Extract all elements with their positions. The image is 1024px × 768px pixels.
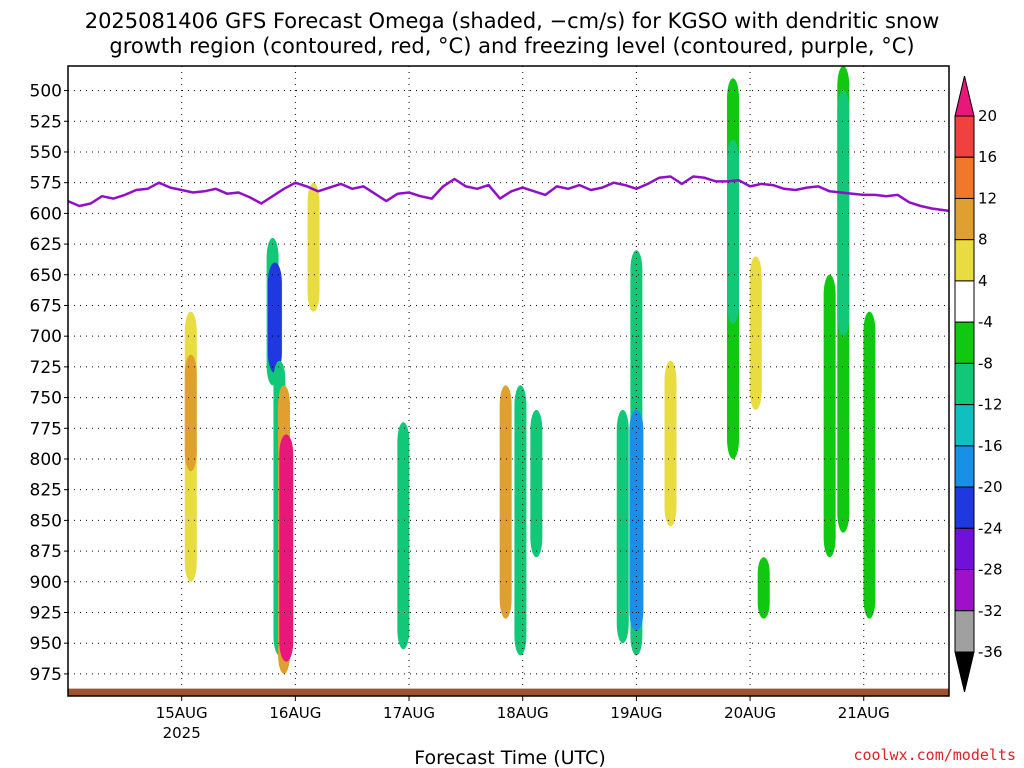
y-tick-label: 700 xyxy=(30,327,62,347)
colorbar-bin xyxy=(954,239,975,282)
y-tick-label: 750 xyxy=(30,389,62,409)
colorbar-tick-label: 16 xyxy=(978,148,997,166)
omega-region-14 xyxy=(629,409,644,631)
colorbar-bin xyxy=(954,280,975,323)
colorbar: 20 16 12 8 4 -4 -8 -12 -16 -20 -24 -28 -32 -36 xyxy=(954,75,1003,693)
colorbar-tick-label: -20 xyxy=(978,478,1003,496)
omega-region-9 xyxy=(499,385,512,619)
x-tick-sublabel: 2025 xyxy=(163,724,201,742)
x-tick-label: 17AUG xyxy=(383,704,435,722)
x-tick-label: 19AUG xyxy=(610,704,662,722)
plot-area xyxy=(67,65,950,697)
y-tick-label: 950 xyxy=(30,634,62,654)
freezing-level-line xyxy=(68,175,949,213)
omega-region-22 xyxy=(837,90,850,337)
colorbar-tick-label: -32 xyxy=(978,602,1003,620)
omega-region-20 xyxy=(823,274,836,558)
y-tick-label: 650 xyxy=(30,266,62,286)
title-line-1: 2025081406 GFS Forecast Omega (shaded, −… xyxy=(85,9,940,33)
y-tick-label: 925 xyxy=(30,603,62,623)
colorbar-tick-label: 20 xyxy=(978,107,997,125)
colorbar-bin xyxy=(954,197,975,241)
colorbar-tick-label: -8 xyxy=(978,354,993,372)
colorbar-tick-label: -4 xyxy=(978,313,993,331)
colorbar-tick-label: -28 xyxy=(978,561,1003,579)
y-tick-label: 675 xyxy=(30,296,62,316)
y-tick-label: 725 xyxy=(30,358,62,378)
omega-region-7 xyxy=(307,182,320,312)
surface-terrain xyxy=(68,688,949,696)
colorbar-bin xyxy=(954,321,975,364)
x-axis-label: Forecast Time (UTC) xyxy=(414,747,605,768)
colorbar-bin xyxy=(954,362,975,406)
omega-region-19 xyxy=(757,557,770,619)
y-tick-label: 825 xyxy=(30,481,62,501)
colorbar-bin xyxy=(954,527,975,571)
y-tick-label: 575 xyxy=(30,174,62,194)
y-tick-label: 525 xyxy=(30,112,62,132)
omega-region-18 xyxy=(749,256,762,410)
omega-region-6 xyxy=(279,434,294,662)
colorbar-bottom-arrow xyxy=(954,651,975,693)
omega-region-12 xyxy=(616,409,629,644)
omega-region-11 xyxy=(530,409,543,558)
y-tick-label: 850 xyxy=(30,511,62,531)
colorbar-bin xyxy=(954,445,975,488)
plot-content xyxy=(68,66,949,696)
colorbar-tick-label: -24 xyxy=(978,519,1003,537)
colorbar-tick-label: -36 xyxy=(978,643,1003,661)
x-tick-label: 21AUG xyxy=(838,704,890,722)
x-axis: 15AUG 2025 16AUG 17AUG 18AUG 19AUG 20AUG 21AUG xyxy=(156,696,890,742)
y-tick-label: 975 xyxy=(30,665,62,685)
colorbar-bin xyxy=(954,486,975,529)
omega-region-15 xyxy=(664,360,677,527)
y-tick-label: 500 xyxy=(30,82,62,102)
y-tick-label: 625 xyxy=(30,235,62,255)
colorbar-bin xyxy=(954,569,975,612)
x-tick-label: 15AUG xyxy=(156,704,208,722)
colorbar-bin xyxy=(954,610,975,653)
y-tick-label: 775 xyxy=(30,419,62,439)
omega-region-10 xyxy=(514,385,527,656)
colorbar-bin xyxy=(954,115,975,158)
x-tick-label: 18AUG xyxy=(497,704,549,722)
colorbar-top-arrow xyxy=(954,75,975,117)
colorbar-tick-label: 12 xyxy=(978,189,997,207)
x-tick-label: 20AUG xyxy=(724,704,776,722)
y-axis: 500 525 550 575 600 625 650 675 700 725 750 775 800 8… xyxy=(30,82,68,685)
y-tick-label: 550 xyxy=(30,143,62,163)
colorbar-tick-label: 8 xyxy=(978,231,988,249)
colorbar-bin xyxy=(954,156,975,199)
credit-link[interactable]: coolwx.com/modelts xyxy=(853,746,1016,764)
colorbar-tick-label: 4 xyxy=(978,272,988,290)
omega-region-17 xyxy=(727,139,740,324)
omega-region-3 xyxy=(267,262,282,374)
title: 2025081406 GFS Forecast Omega (shaded, −… xyxy=(85,9,940,58)
y-tick-label: 875 xyxy=(30,542,62,562)
omega-region-23 xyxy=(863,311,876,619)
x-tick-label: 16AUG xyxy=(269,704,321,722)
colorbar-tick-label: -16 xyxy=(978,437,1003,455)
title-line-2: growth region (contoured, red, °C) and f… xyxy=(109,34,914,58)
y-tick-label: 800 xyxy=(30,450,62,470)
colorbar-tick-label: -12 xyxy=(978,396,1003,414)
plot-frame xyxy=(67,65,950,697)
y-tick-label: 900 xyxy=(30,573,62,593)
colorbar-bin xyxy=(954,404,975,447)
omega-region-1 xyxy=(184,354,197,472)
omega-region-8 xyxy=(397,422,410,650)
y-tick-label: 600 xyxy=(30,204,62,224)
